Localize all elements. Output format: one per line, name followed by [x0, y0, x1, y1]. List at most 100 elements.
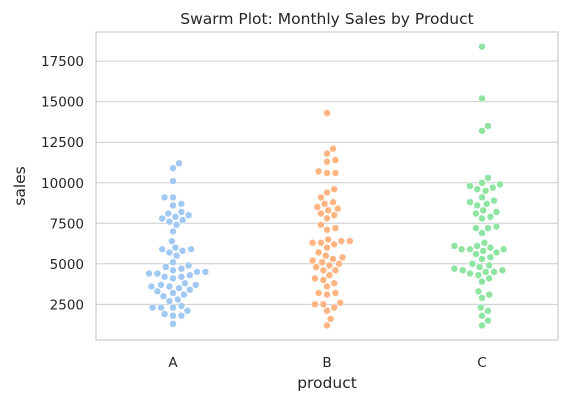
y-tick-label: 17500 [41, 54, 84, 70]
point-B [323, 307, 331, 315]
point-B [330, 240, 338, 248]
point-B [331, 169, 340, 177]
point-C [478, 42, 486, 51]
point-C [484, 122, 492, 130]
point-B [323, 291, 331, 299]
point-C [486, 253, 495, 261]
point-A [186, 286, 194, 294]
point-C [484, 224, 492, 232]
point-A [165, 218, 174, 226]
point-A [177, 273, 186, 281]
point-B [337, 237, 346, 245]
point-A [169, 258, 177, 266]
point-A [183, 307, 192, 315]
point-A [179, 247, 187, 255]
point-C [478, 312, 486, 320]
point-C [478, 214, 486, 223]
point-A [165, 282, 174, 291]
plot-frame [95, 31, 559, 341]
point-C [489, 184, 497, 192]
y-tick-labels: 2500 5000 7500 10000 12500 15000 17500 [41, 54, 84, 313]
point-C [484, 316, 492, 325]
point-A [187, 245, 195, 253]
point-B [346, 237, 354, 245]
point-B [318, 258, 326, 266]
point-B [325, 271, 334, 279]
point-C [492, 208, 501, 216]
point-A [161, 310, 169, 318]
point-C [498, 266, 507, 274]
point-B [331, 224, 340, 232]
point-C [500, 245, 508, 253]
point-C [482, 187, 490, 195]
point-A [161, 193, 169, 201]
point-C [474, 287, 483, 295]
y-tick-label: 5000 [50, 257, 84, 273]
x-tick-label-C: C [477, 355, 486, 371]
point-A [174, 295, 182, 304]
point-A [201, 268, 210, 276]
point-B [323, 109, 331, 117]
point-B [339, 253, 347, 261]
point-C [459, 266, 467, 274]
point-B [323, 244, 331, 252]
point-C [479, 247, 487, 255]
point-C [492, 222, 501, 231]
y-tick-label: 12500 [41, 135, 84, 151]
point-B [319, 276, 328, 284]
point-B [331, 156, 340, 164]
point-B [324, 235, 332, 244]
point-A [169, 193, 177, 201]
point-A [177, 208, 186, 216]
point-C [478, 127, 486, 135]
point-C [486, 244, 495, 252]
point-C [468, 260, 477, 268]
point-C [482, 268, 490, 276]
point-B [323, 149, 331, 158]
point-C [477, 303, 485, 312]
point-C [450, 265, 459, 273]
point-A [149, 303, 157, 312]
point-A [158, 214, 166, 223]
point-A [153, 287, 162, 295]
point-A [165, 248, 174, 257]
point-C [478, 94, 486, 103]
point-B [330, 185, 338, 193]
chart-title: Swarm Plot: Monthly Sales by Product [180, 10, 473, 28]
point-B [313, 203, 322, 211]
point-A [168, 237, 176, 245]
point-B [312, 263, 320, 271]
point-A [185, 211, 193, 219]
point-C [486, 213, 495, 221]
point-B [323, 188, 331, 197]
point-B [319, 266, 328, 274]
point-A [164, 209, 172, 218]
point-B [309, 256, 317, 265]
point-C [476, 263, 484, 271]
point-C [484, 174, 492, 182]
point-B [330, 303, 338, 312]
point-A [169, 177, 177, 185]
point-C [496, 180, 504, 188]
point-A [173, 221, 181, 229]
point-C [473, 242, 481, 250]
point-B [329, 145, 337, 153]
point-C [480, 239, 489, 247]
point-C [466, 245, 474, 253]
point-A [169, 289, 177, 297]
point-C [483, 200, 491, 208]
point-A [161, 273, 169, 281]
point-C [478, 278, 486, 286]
point-B [327, 315, 335, 323]
point-C [466, 198, 474, 206]
point-C [472, 224, 480, 232]
point-B [323, 158, 331, 166]
y-axis-label: sales [11, 166, 29, 206]
point-C [450, 242, 459, 250]
x-tick-labels: A B C [168, 355, 486, 371]
point-C [478, 193, 486, 201]
point-B [319, 300, 328, 308]
point-B [323, 214, 331, 223]
point-B [323, 226, 331, 234]
